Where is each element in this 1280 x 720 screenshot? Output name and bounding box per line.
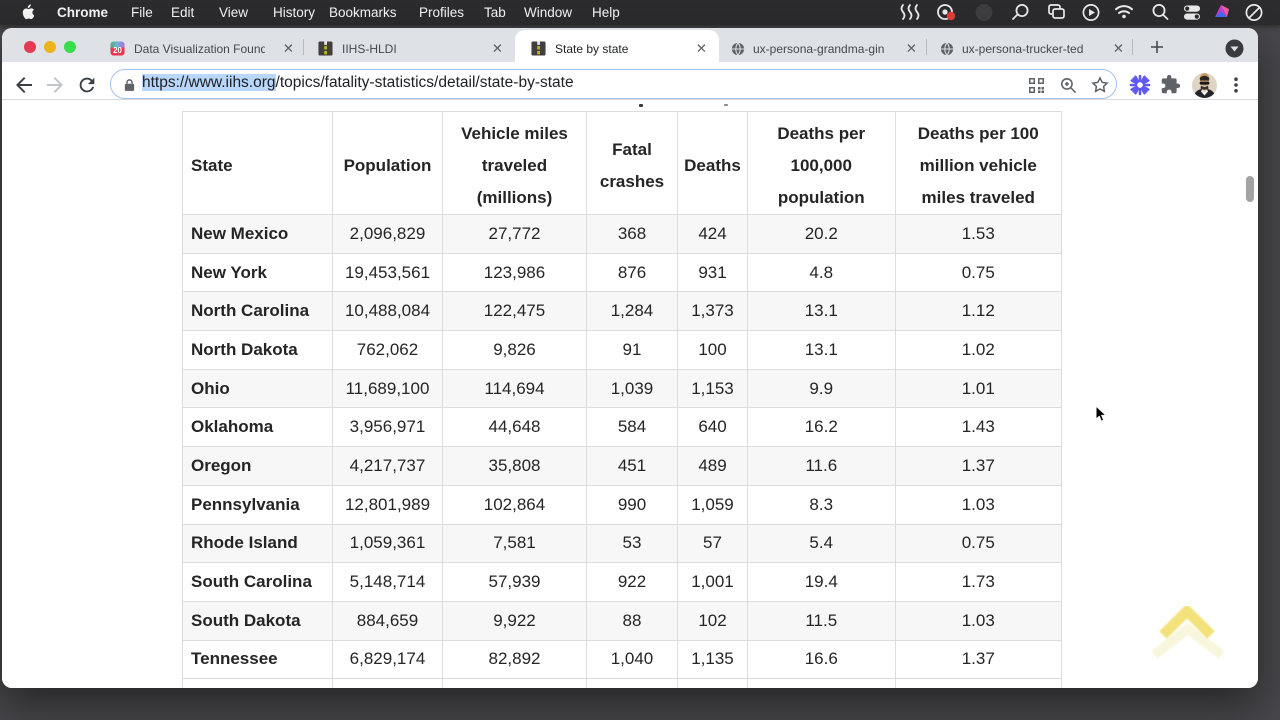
svg-text:20: 20: [113, 46, 122, 55]
